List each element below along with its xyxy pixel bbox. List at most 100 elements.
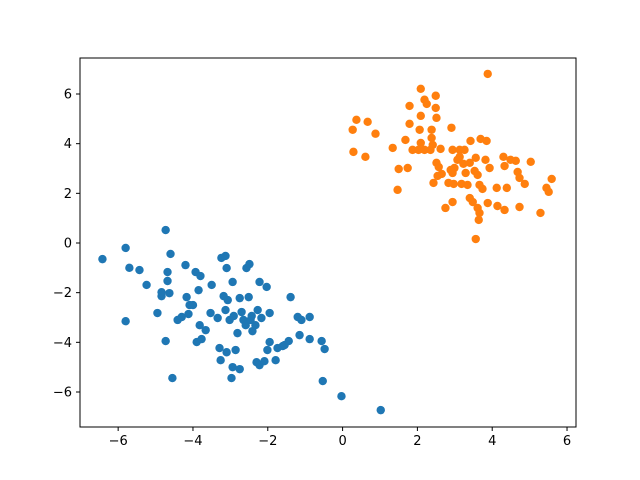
point	[121, 317, 130, 326]
point	[223, 295, 232, 305]
point	[195, 320, 204, 330]
point	[427, 125, 436, 134]
point	[157, 287, 166, 297]
point	[251, 320, 260, 330]
point	[320, 344, 329, 354]
point	[441, 203, 450, 213]
point	[408, 145, 417, 155]
point	[493, 201, 502, 211]
point	[453, 155, 462, 165]
y-tick-label: −6	[53, 385, 72, 400]
y-tick-label: 6	[64, 88, 72, 103]
point	[181, 260, 190, 270]
point	[305, 334, 314, 344]
point	[482, 136, 491, 146]
y-tick-label: −4	[53, 336, 72, 351]
point	[483, 198, 492, 208]
point	[483, 69, 492, 79]
point	[499, 152, 508, 162]
point	[478, 184, 487, 194]
point	[515, 173, 524, 183]
point	[182, 292, 191, 302]
point	[271, 356, 280, 365]
point	[222, 263, 231, 273]
y-tick-label: 0	[64, 236, 72, 251]
point	[125, 263, 134, 273]
point	[286, 292, 295, 302]
point	[474, 215, 483, 225]
point	[216, 356, 225, 365]
point	[536, 208, 545, 218]
point	[297, 315, 306, 325]
point	[166, 249, 175, 259]
point	[547, 174, 556, 184]
point	[416, 84, 425, 93]
point	[228, 277, 237, 287]
point	[163, 267, 172, 277]
point	[197, 334, 206, 344]
x-tick-label: 4	[488, 434, 496, 449]
point	[465, 158, 474, 167]
point	[429, 178, 438, 188]
point	[265, 308, 274, 318]
point	[393, 185, 402, 195]
point	[260, 356, 269, 366]
point	[352, 115, 361, 125]
point	[222, 348, 231, 357]
point	[511, 156, 520, 166]
point	[206, 308, 215, 318]
point	[135, 265, 144, 275]
point	[194, 285, 203, 295]
point	[245, 259, 254, 269]
point	[177, 312, 186, 322]
point	[337, 392, 346, 401]
point	[500, 205, 509, 215]
point	[244, 292, 253, 302]
point	[161, 225, 170, 235]
point	[416, 111, 425, 121]
point	[228, 362, 237, 372]
point	[520, 179, 529, 189]
point	[161, 336, 170, 346]
x-tick-label: −4	[183, 434, 202, 449]
point	[247, 311, 256, 321]
point	[463, 180, 472, 190]
point	[394, 164, 403, 174]
point	[471, 234, 480, 244]
point	[235, 364, 244, 374]
point	[349, 147, 358, 157]
point	[426, 145, 435, 155]
point	[284, 336, 293, 346]
point	[492, 183, 501, 193]
point	[227, 373, 236, 383]
point	[257, 313, 266, 323]
point	[500, 161, 509, 171]
point	[544, 187, 553, 197]
point	[201, 325, 210, 335]
point	[420, 145, 429, 155]
point	[237, 307, 246, 317]
x-tick-label: 6	[563, 434, 571, 449]
point	[431, 103, 440, 113]
point	[229, 311, 238, 321]
point	[415, 125, 424, 134]
y-tick-label: −2	[53, 286, 72, 301]
y-tick-label: 2	[64, 187, 72, 202]
point	[427, 133, 436, 143]
point	[317, 336, 326, 346]
point	[401, 135, 410, 145]
point	[434, 162, 443, 172]
point	[98, 254, 107, 264]
point	[221, 305, 230, 315]
point	[526, 157, 535, 166]
point	[207, 280, 216, 290]
point	[416, 138, 425, 148]
point	[235, 293, 244, 303]
point	[444, 178, 453, 188]
point	[231, 345, 240, 355]
point	[466, 136, 475, 146]
point	[253, 305, 262, 315]
point	[433, 171, 442, 181]
point	[502, 183, 511, 193]
